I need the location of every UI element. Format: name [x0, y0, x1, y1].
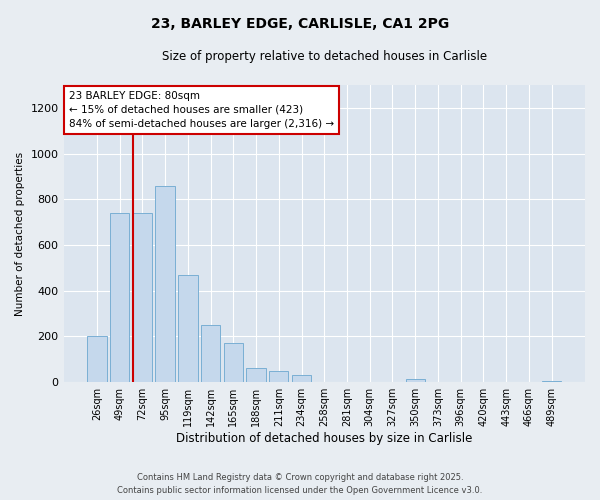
Bar: [155, 186, 175, 382]
Bar: [292, 376, 311, 382]
Bar: [133, 213, 152, 382]
Bar: [178, 275, 197, 382]
Bar: [542, 381, 561, 382]
Bar: [247, 368, 266, 382]
Bar: [87, 336, 107, 382]
X-axis label: Distribution of detached houses by size in Carlisle: Distribution of detached houses by size …: [176, 432, 472, 445]
Bar: [224, 344, 243, 382]
Bar: [406, 379, 425, 382]
Bar: [269, 371, 289, 382]
Text: 23 BARLEY EDGE: 80sqm
← 15% of detached houses are smaller (423)
84% of semi-det: 23 BARLEY EDGE: 80sqm ← 15% of detached …: [69, 91, 334, 129]
Bar: [110, 213, 130, 382]
Text: Contains HM Land Registry data © Crown copyright and database right 2025.
Contai: Contains HM Land Registry data © Crown c…: [118, 474, 482, 495]
Title: Size of property relative to detached houses in Carlisle: Size of property relative to detached ho…: [162, 50, 487, 63]
Y-axis label: Number of detached properties: Number of detached properties: [15, 152, 25, 316]
Text: 23, BARLEY EDGE, CARLISLE, CA1 2PG: 23, BARLEY EDGE, CARLISLE, CA1 2PG: [151, 18, 449, 32]
Bar: [201, 325, 220, 382]
